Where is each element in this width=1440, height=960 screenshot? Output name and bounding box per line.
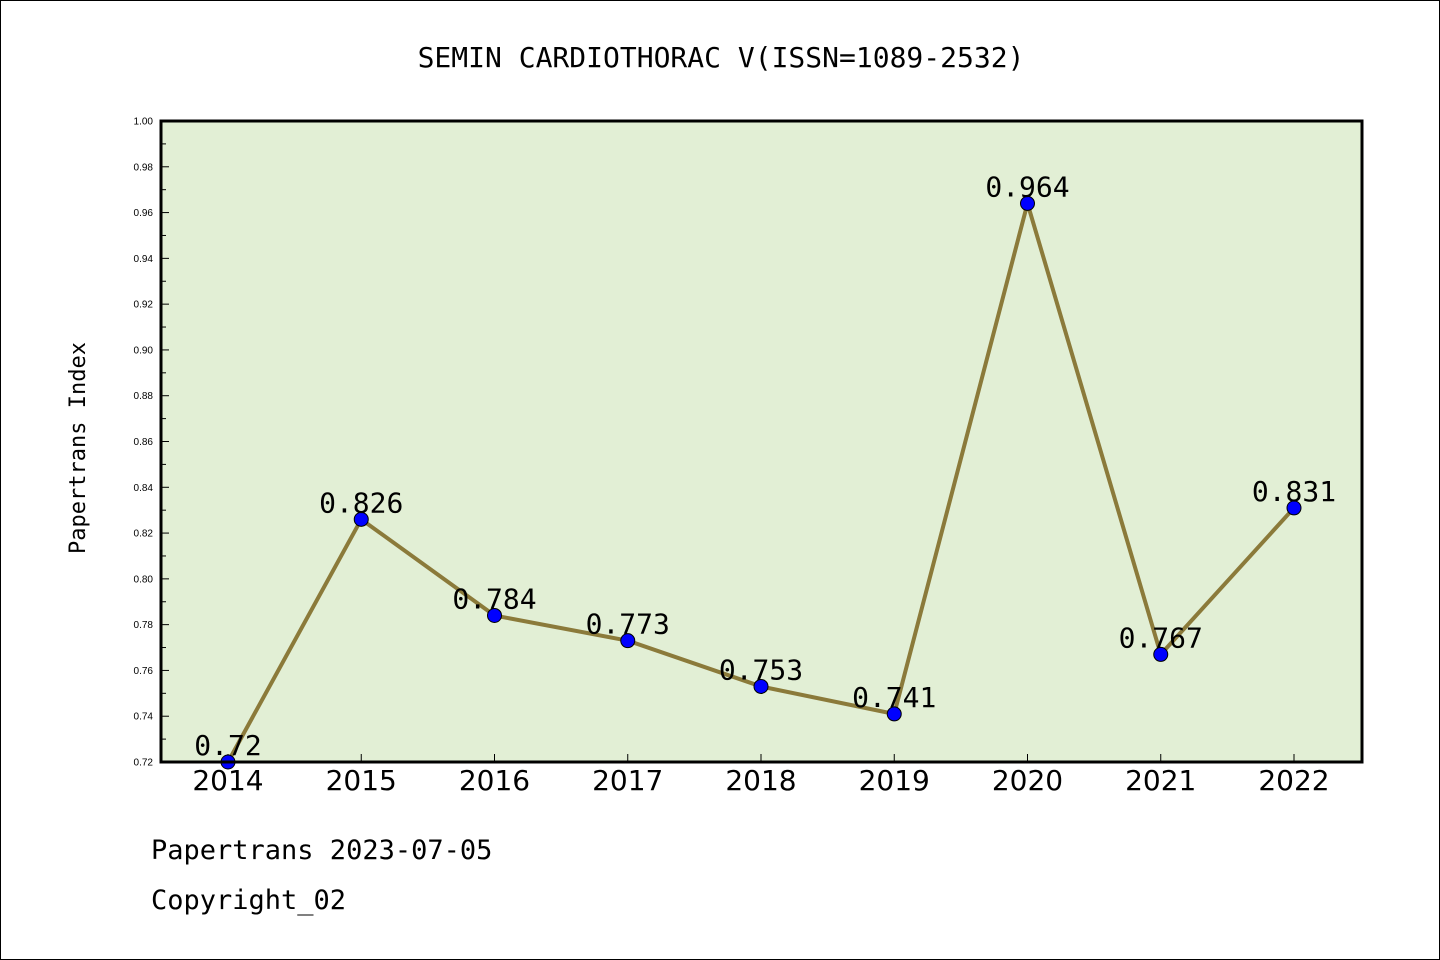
x-tick-label: 2016	[459, 764, 530, 797]
data-value-label: 0.773	[586, 608, 670, 641]
data-value-label: 0.826	[319, 486, 403, 519]
x-tick-label: 2020	[992, 764, 1063, 797]
y-tick-label: 0.72	[134, 758, 154, 769]
y-tick-label: 0.92	[134, 300, 154, 311]
y-tick-label: 0.94	[134, 254, 154, 265]
data-value-label: 0.784	[452, 582, 536, 615]
y-tick-label: 0.90	[134, 345, 154, 356]
data-value-label: 0.72	[194, 729, 261, 762]
y-tick-label: 0.78	[134, 620, 154, 631]
y-tick-label: 1.00	[134, 117, 154, 128]
footer-copyright: Copyright_02	[151, 885, 347, 916]
data-point-marker	[1020, 195, 1035, 211]
y-axis-label: Papertrans Index	[66, 342, 91, 554]
y-tick-label: 0.82	[134, 529, 154, 540]
y-tick-label: 0.80	[134, 574, 154, 585]
data-point-marker	[620, 633, 636, 649]
x-tick-label: 2017	[592, 764, 663, 797]
y-tick-label: 0.74	[134, 712, 154, 723]
data-value-label: 0.741	[852, 681, 936, 714]
data-markers	[220, 195, 1302, 770]
y-tick-label: 0.88	[134, 391, 154, 402]
y-tick-label: 0.98	[134, 162, 154, 173]
data-point-marker	[353, 511, 369, 527]
data-point-marker	[886, 706, 902, 722]
data-point-marker	[487, 607, 502, 623]
data-value-label: 0.753	[719, 653, 803, 686]
x-tick-label: 2021	[1125, 764, 1196, 797]
plot-border	[159, 119, 1364, 764]
y-tick-label: 0.76	[134, 666, 154, 677]
data-value-label: 0.767	[1119, 621, 1203, 654]
x-tick-label: 2019	[859, 764, 930, 797]
footer-date: Papertrans 2023-07-05	[151, 835, 493, 866]
data-point-marker	[1286, 500, 1302, 516]
data-point-marker	[753, 678, 769, 694]
y-tick-label: 0.86	[134, 437, 154, 448]
x-tick-label: 2018	[725, 764, 796, 797]
y-tick-label: 0.96	[134, 208, 154, 219]
data-value-label: 0.964	[985, 170, 1069, 203]
x-tick-label: 2022	[1258, 764, 1329, 797]
x-tick-label: 2015	[326, 764, 397, 797]
y-tick-label: 0.84	[134, 483, 154, 494]
data-point-marker	[1153, 646, 1169, 662]
data-labels: 0.72 0.826 0.784 0.773 0.753 0.741 0.964 0.767 0…	[194, 170, 1336, 762]
data-value-label: 0.831	[1252, 475, 1336, 508]
x-axis-ticks: 2014 2015 2016 2017 2018 2019 2020 2021 2022	[192, 754, 1330, 797]
chart-title: SEMIN CARDIOTHORAC V(ISSN=1089-2532)	[418, 41, 1025, 74]
